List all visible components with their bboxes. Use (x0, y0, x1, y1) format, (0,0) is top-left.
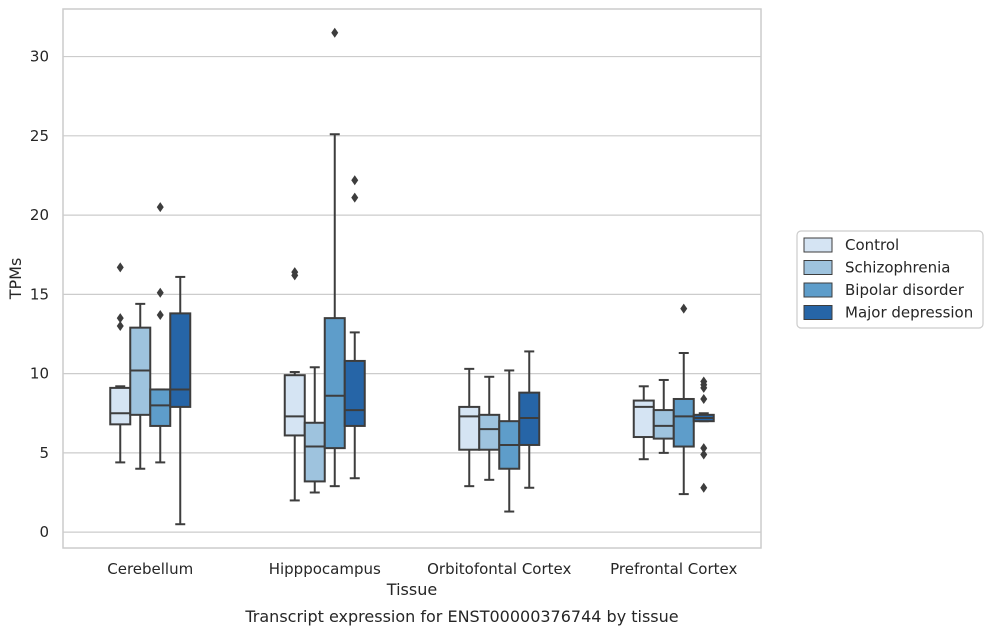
y-tick-label: 10 (30, 365, 49, 383)
box-iqr (303, 421, 326, 483)
box-iqr (283, 374, 306, 437)
legend-frame (796, 230, 984, 329)
outlier-point (116, 321, 124, 332)
x-tick-label: Cerebellum (107, 560, 193, 578)
box-iqr (672, 397, 695, 448)
y-tick-label: 20 (30, 206, 49, 224)
y-axis-ticks: 0 5 10 15 20 25 30 (30, 48, 49, 542)
outlier-point (700, 482, 708, 493)
box-bipolar-disorder (323, 27, 346, 488)
box-control (283, 267, 306, 502)
box-schizophrenia (652, 378, 675, 454)
legend: Control Schizophrenia Bipolar disorder Majo… (796, 230, 984, 329)
legend-swatch (803, 237, 833, 253)
outlier-point (116, 262, 124, 273)
box-iqr (478, 413, 501, 451)
y-tick-label: 0 (39, 523, 49, 541)
outlier-point (156, 202, 164, 213)
box-major-depression (169, 275, 192, 526)
x-tick-label: Hipppocampus (269, 560, 381, 578)
outlier-point (351, 192, 359, 203)
box-plots (109, 27, 715, 526)
y-tick-label: 25 (30, 127, 49, 145)
box-bipolar-disorder (498, 369, 521, 513)
x-axis-label: Tissue (386, 580, 437, 599)
legend-label: Control (845, 236, 899, 254)
box-bipolar-disorder (672, 303, 695, 496)
y-axis-label: TPMs (6, 258, 25, 301)
x-axis-ticks: Cerebellum Hipppocampus Orbitofontal Corte… (107, 560, 737, 578)
box-major-depression (518, 350, 541, 489)
y-tick-label: 5 (39, 444, 49, 462)
y-tick-label: 15 (30, 285, 49, 303)
box-iqr (109, 386, 132, 426)
outlier-point (331, 27, 339, 38)
legend-swatch (803, 260, 833, 275)
outlier-point (156, 287, 164, 298)
outlier-point (700, 449, 708, 460)
outlier-point (156, 309, 164, 320)
box-iqr (343, 359, 366, 427)
legend-label: Bipolar disorder (845, 281, 965, 299)
y-tick-label: 30 (30, 48, 49, 66)
outlier-point (680, 303, 688, 314)
outlier-point (291, 267, 299, 278)
box-iqr (652, 409, 675, 440)
x-tick-label: Prefrontal Cortex (610, 560, 737, 578)
legend-swatch (803, 305, 833, 320)
chart-caption: Transcript expression for ENST0000037674… (244, 607, 678, 626)
box-schizophrenia (129, 302, 152, 470)
box-iqr (458, 405, 481, 451)
box-schizophrenia (303, 366, 326, 494)
box-iqr (323, 317, 346, 450)
x-tick-label: Orbitofontal Cortex (427, 560, 571, 578)
outlier-point (700, 393, 708, 404)
legend-label: Schizophrenia (845, 259, 950, 277)
box-major-depression (692, 376, 715, 493)
gridlines (63, 55, 761, 533)
plot-frame (62, 8, 762, 549)
outlier-point (351, 175, 359, 186)
box-bipolar-disorder (149, 202, 172, 464)
box-schizophrenia (478, 375, 501, 481)
box-control (109, 262, 132, 464)
outlier-point (700, 376, 708, 387)
outlier-point (116, 313, 124, 324)
box-iqr (149, 388, 172, 427)
box-major-depression (343, 175, 366, 480)
outlier-point (700, 443, 708, 454)
box-iqr (169, 312, 192, 408)
legend-label: Major depression (845, 304, 973, 322)
box-control (632, 385, 655, 461)
box-control (458, 367, 481, 488)
legend-swatch (803, 282, 833, 298)
